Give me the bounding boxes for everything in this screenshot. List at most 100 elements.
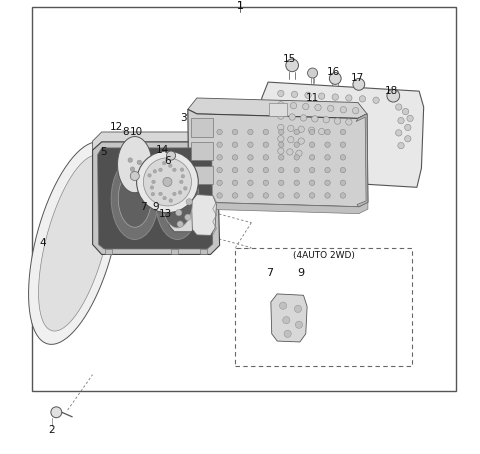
Circle shape: [315, 104, 321, 111]
Circle shape: [180, 180, 183, 184]
Circle shape: [278, 129, 284, 135]
Circle shape: [327, 105, 334, 112]
Circle shape: [263, 180, 269, 186]
Polygon shape: [188, 98, 367, 118]
Circle shape: [398, 118, 404, 124]
Circle shape: [353, 79, 365, 90]
Circle shape: [346, 95, 352, 101]
Circle shape: [263, 129, 269, 135]
Bar: [32, 7, 456, 390]
Circle shape: [151, 192, 155, 196]
Circle shape: [396, 104, 402, 110]
Circle shape: [248, 180, 253, 186]
Circle shape: [163, 178, 172, 187]
Circle shape: [186, 199, 192, 205]
Circle shape: [278, 155, 284, 160]
Text: 9: 9: [298, 267, 305, 277]
Circle shape: [217, 168, 222, 173]
Circle shape: [185, 214, 191, 221]
Circle shape: [305, 92, 311, 99]
Ellipse shape: [118, 170, 151, 227]
Bar: [191, 166, 213, 184]
Circle shape: [263, 193, 269, 198]
Circle shape: [172, 168, 176, 172]
Text: 11: 11: [306, 93, 319, 103]
Circle shape: [310, 168, 315, 173]
Circle shape: [298, 126, 304, 133]
Polygon shape: [262, 82, 424, 188]
Circle shape: [277, 90, 284, 97]
Text: 16: 16: [326, 67, 340, 77]
Circle shape: [283, 316, 290, 324]
Polygon shape: [188, 109, 368, 207]
Circle shape: [174, 196, 180, 202]
Circle shape: [387, 89, 400, 102]
Circle shape: [248, 168, 253, 173]
Circle shape: [294, 155, 300, 160]
Circle shape: [153, 169, 156, 173]
Circle shape: [310, 129, 315, 135]
Circle shape: [277, 136, 284, 142]
Circle shape: [130, 172, 139, 181]
Circle shape: [278, 142, 284, 148]
Polygon shape: [118, 137, 152, 192]
Circle shape: [287, 149, 293, 155]
Circle shape: [360, 96, 366, 102]
Circle shape: [232, 193, 238, 198]
Circle shape: [309, 127, 315, 133]
Circle shape: [284, 330, 291, 337]
Text: 9: 9: [153, 202, 159, 212]
Circle shape: [217, 155, 222, 160]
Circle shape: [51, 407, 62, 418]
Circle shape: [294, 129, 300, 135]
Text: 1: 1: [237, 1, 243, 11]
Circle shape: [130, 167, 135, 172]
Circle shape: [294, 193, 300, 198]
Bar: [191, 118, 213, 137]
Circle shape: [310, 180, 315, 186]
Circle shape: [340, 155, 346, 160]
Circle shape: [300, 115, 307, 121]
Text: 15: 15: [283, 54, 297, 64]
Circle shape: [318, 128, 325, 135]
Text: 17: 17: [351, 73, 364, 83]
Circle shape: [150, 186, 154, 189]
Circle shape: [340, 180, 346, 186]
Polygon shape: [189, 198, 368, 214]
Circle shape: [318, 93, 325, 99]
Circle shape: [137, 160, 142, 165]
Polygon shape: [93, 132, 217, 153]
Circle shape: [325, 129, 330, 135]
Circle shape: [340, 168, 346, 173]
Text: 10: 10: [130, 127, 143, 137]
Circle shape: [325, 168, 330, 173]
Circle shape: [168, 164, 172, 168]
Text: 18: 18: [385, 86, 398, 96]
Circle shape: [277, 124, 284, 131]
Circle shape: [405, 124, 411, 131]
Text: 6: 6: [164, 157, 171, 167]
Circle shape: [407, 115, 413, 122]
Circle shape: [217, 193, 222, 198]
FancyBboxPatch shape: [236, 247, 412, 365]
Text: 4: 4: [39, 238, 46, 248]
Text: 3: 3: [180, 114, 187, 123]
Text: 2: 2: [48, 425, 55, 435]
Circle shape: [217, 180, 222, 186]
Text: 5: 5: [101, 148, 107, 158]
Circle shape: [288, 125, 294, 132]
Circle shape: [232, 180, 238, 186]
Circle shape: [167, 151, 176, 160]
Circle shape: [294, 305, 302, 312]
Circle shape: [325, 155, 330, 160]
Bar: [105, 249, 112, 254]
Circle shape: [278, 168, 284, 173]
Circle shape: [159, 168, 162, 172]
Circle shape: [232, 168, 238, 173]
Polygon shape: [97, 148, 213, 249]
Polygon shape: [271, 294, 307, 342]
Circle shape: [310, 155, 315, 160]
Circle shape: [181, 174, 185, 178]
Circle shape: [277, 148, 284, 154]
Polygon shape: [38, 155, 112, 331]
